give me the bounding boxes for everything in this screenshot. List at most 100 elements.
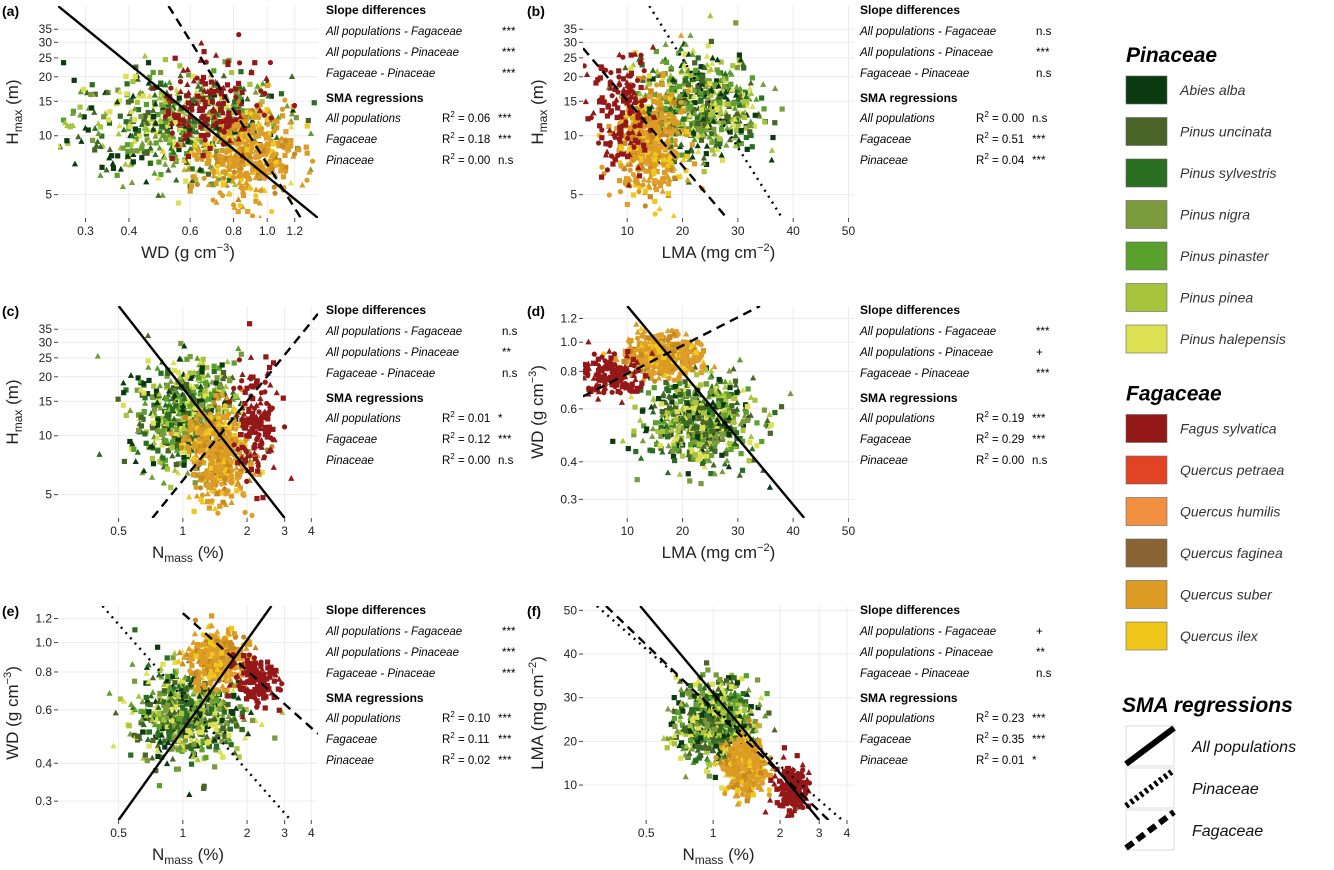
data-point bbox=[146, 377, 152, 384]
data-point bbox=[721, 101, 727, 107]
data-point bbox=[652, 92, 658, 98]
data-point bbox=[623, 352, 631, 359]
data-point bbox=[736, 102, 742, 108]
data-point bbox=[242, 109, 249, 116]
data-point bbox=[284, 102, 291, 109]
data-point bbox=[642, 203, 648, 209]
data-point bbox=[708, 367, 715, 374]
data-point bbox=[618, 163, 624, 169]
data-point bbox=[219, 440, 225, 447]
data-point bbox=[614, 126, 620, 132]
data-point bbox=[213, 467, 219, 473]
r2-symbol: R bbox=[442, 155, 450, 167]
data-point bbox=[162, 97, 168, 103]
data-point bbox=[262, 424, 268, 431]
data-point bbox=[232, 439, 238, 445]
data-point bbox=[101, 114, 107, 120]
data-point bbox=[175, 437, 182, 443]
data-point bbox=[249, 129, 255, 135]
data-point bbox=[235, 446, 241, 452]
data-point bbox=[120, 145, 126, 151]
data-point bbox=[218, 121, 224, 128]
data-point bbox=[640, 108, 648, 115]
data-point bbox=[660, 71, 666, 77]
data-point bbox=[240, 411, 248, 417]
data-point bbox=[596, 368, 602, 374]
data-point bbox=[135, 375, 141, 381]
data-point bbox=[754, 443, 760, 449]
data-point bbox=[671, 94, 678, 101]
data-point bbox=[692, 120, 698, 126]
data-point bbox=[235, 196, 242, 202]
data-point bbox=[194, 93, 200, 99]
data-point bbox=[619, 110, 626, 116]
y-axis-name: H bbox=[3, 432, 22, 444]
data-point bbox=[69, 110, 76, 116]
data-point bbox=[288, 475, 295, 481]
data-point bbox=[733, 110, 740, 117]
data-point bbox=[661, 366, 667, 372]
data-point bbox=[684, 399, 691, 406]
data-point bbox=[77, 88, 84, 95]
data-point bbox=[685, 82, 691, 88]
data-point bbox=[630, 134, 637, 141]
data-point bbox=[240, 457, 247, 464]
data-point bbox=[236, 138, 243, 145]
data-point bbox=[645, 151, 651, 157]
data-point bbox=[661, 178, 668, 184]
data-point bbox=[141, 119, 147, 125]
data-point bbox=[660, 121, 666, 127]
data-point bbox=[242, 389, 248, 395]
data-point bbox=[250, 374, 256, 380]
data-point bbox=[675, 128, 682, 135]
data-point bbox=[213, 199, 220, 205]
data-point bbox=[719, 431, 725, 438]
data-point bbox=[663, 59, 670, 65]
data-point bbox=[664, 469, 672, 476]
data-point bbox=[248, 148, 255, 155]
y-axis-title: Hmax (m) bbox=[528, 79, 550, 144]
data-point bbox=[691, 136, 698, 143]
data-point bbox=[724, 96, 731, 103]
data-point bbox=[664, 433, 671, 440]
data-point bbox=[649, 43, 657, 50]
data-point bbox=[701, 410, 707, 416]
data-point bbox=[182, 110, 189, 117]
data-point bbox=[209, 460, 215, 466]
data-point bbox=[211, 113, 218, 120]
data-point bbox=[97, 124, 104, 130]
data-point bbox=[259, 80, 266, 87]
data-point bbox=[648, 374, 656, 381]
data-point bbox=[699, 107, 705, 113]
r2-number: = 0.18 bbox=[455, 134, 491, 146]
data-point bbox=[698, 64, 704, 70]
data-point bbox=[708, 87, 715, 94]
slope-diff-label: All populations - Pinaceae bbox=[859, 47, 993, 59]
data-point bbox=[740, 418, 747, 425]
data-point bbox=[219, 107, 226, 114]
data-point bbox=[229, 127, 235, 133]
data-point bbox=[653, 127, 659, 133]
data-point bbox=[172, 55, 178, 61]
data-point bbox=[211, 88, 217, 95]
data-point bbox=[671, 443, 677, 449]
data-point bbox=[703, 114, 709, 121]
data-point bbox=[92, 147, 98, 153]
data-point bbox=[745, 386, 751, 392]
data-point bbox=[655, 107, 661, 113]
slope-diff-significance: ** bbox=[502, 347, 511, 359]
data-point bbox=[651, 113, 658, 120]
data-point bbox=[245, 208, 251, 215]
data-point bbox=[632, 376, 639, 383]
data-point bbox=[634, 77, 641, 83]
data-point bbox=[633, 182, 639, 188]
data-point bbox=[215, 510, 221, 516]
sma-line-fagaceae bbox=[167, 6, 302, 218]
data-point bbox=[212, 505, 219, 512]
data-point bbox=[239, 416, 246, 422]
data-point bbox=[253, 198, 259, 204]
data-point bbox=[747, 439, 753, 445]
data-point bbox=[701, 463, 708, 470]
data-point bbox=[705, 85, 711, 91]
